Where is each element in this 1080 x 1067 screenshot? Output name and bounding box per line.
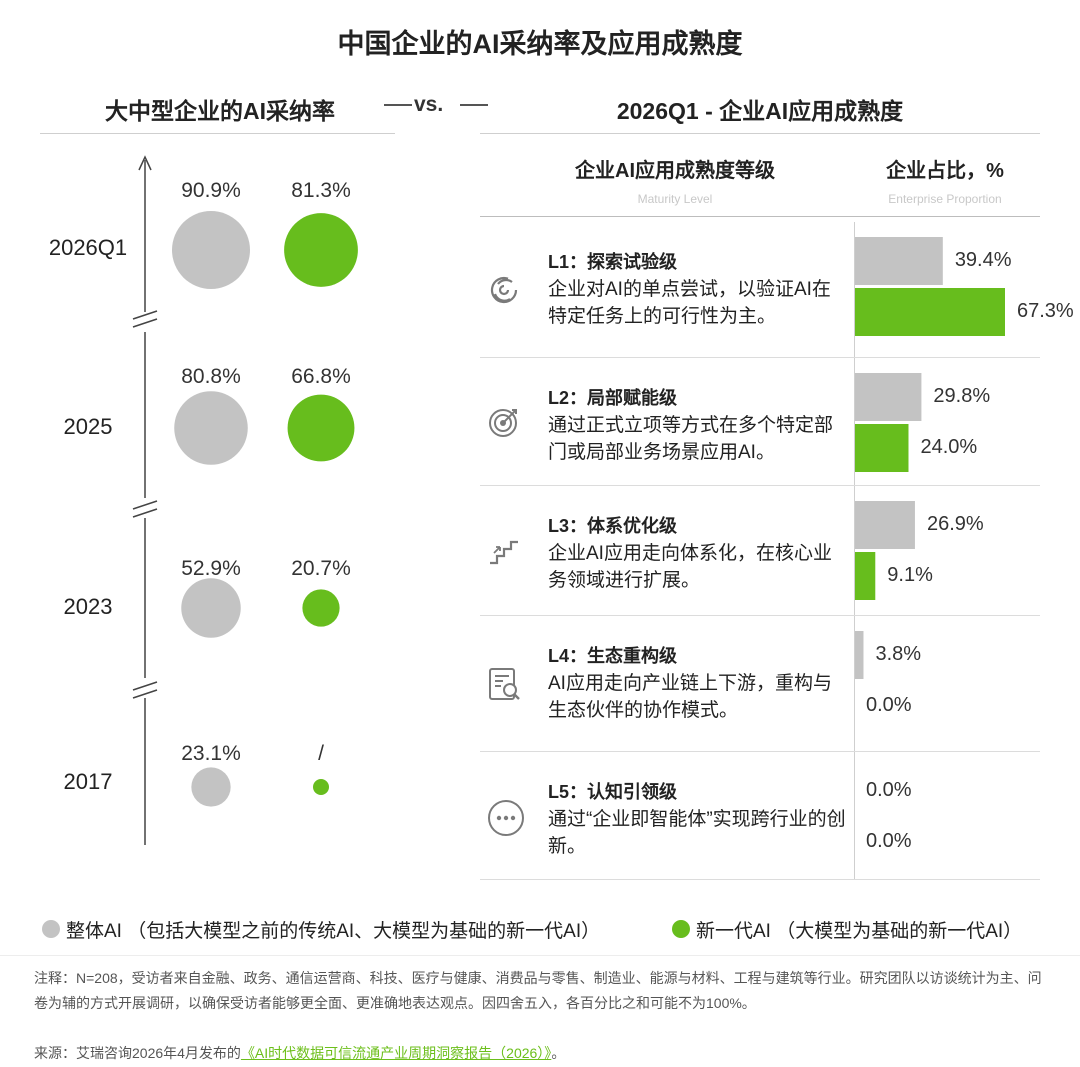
- bar-overall: [855, 631, 864, 679]
- col-header-level-en: Maturity Level: [637, 192, 713, 206]
- maturity-level-desc: 企业AI应用走向体系化，在核心业务领域进行扩展。: [548, 543, 832, 591]
- col-header-level: 企业AI应用成熟度等级: [575, 160, 775, 182]
- note-text: 注释：N=208，受访者来自金融、政务、通信运营商、科技、医疗与健康、消费品与零…: [34, 970, 1042, 1011]
- bubble-overall: [174, 391, 248, 465]
- bar-baseline: [854, 222, 855, 880]
- bubble-overall: [181, 578, 241, 638]
- col-header-value-en: Enterprise Proportion: [888, 192, 1002, 206]
- bar-overall: [855, 373, 922, 421]
- timeline-axis: [132, 155, 158, 845]
- year-label: 2023: [63, 594, 113, 619]
- axis-break-mark: [132, 508, 158, 518]
- bar-value-label: 0.0%: [866, 694, 912, 716]
- bar-value-label: 24.0%: [920, 436, 978, 458]
- maturity-row-divider: [480, 485, 1040, 486]
- bubble-new-gen: [313, 779, 329, 795]
- vs-dash-left: [384, 104, 412, 106]
- bubble-new-gen: [287, 394, 355, 462]
- bubble-value-label: 66.8%: [291, 365, 351, 388]
- maturity-level-title: L1：探索试验级: [548, 252, 678, 272]
- chat-icon: [486, 798, 526, 843]
- bubble-value-label: 80.8%: [181, 365, 241, 388]
- bubble-value-label: 81.3%: [291, 179, 351, 202]
- year-label: 2017: [63, 769, 113, 794]
- year-label: 2025: [63, 414, 113, 439]
- year-label: 2026Q1: [48, 235, 128, 260]
- source-line: 来源：艾瑞咨询2026年4月发布的《AI时代数据可信流通产业周期洞察报告（202…: [34, 1041, 1054, 1066]
- legend-rule: [0, 955, 1080, 956]
- report-icon: [486, 666, 522, 707]
- maturity-row-divider: [480, 879, 1040, 880]
- stairs-icon: [486, 533, 522, 574]
- bubble-value-label: 52.9%: [181, 557, 241, 580]
- axis-break-mark: [132, 500, 158, 510]
- axis-break-mark: [132, 681, 158, 691]
- bubble-value-label: 23.1%: [181, 742, 241, 765]
- left-header-rule: [40, 133, 395, 134]
- vs-dash-right: [460, 104, 488, 106]
- source-prefix: 来源：艾瑞咨询2026年4月发布的: [34, 1045, 241, 1061]
- source-suffix: 。: [551, 1045, 566, 1061]
- adoption-bubbles: [172, 211, 358, 807]
- legend-new-gen: 新一代AI （大模型为基础的新一代AI）: [696, 921, 1023, 942]
- table-header-rule: [480, 216, 1040, 217]
- legend-dot-new-gen: [672, 920, 690, 938]
- legend-overall: 整体AI （包括大模型之前的传统AI、大模型为基础的新一代AI）: [66, 921, 601, 942]
- bar-value-label: 67.3%: [1017, 300, 1074, 322]
- maturity-row-divider: [480, 751, 1040, 752]
- bar-value-label: 9.1%: [887, 564, 933, 586]
- bubble-new-gen: [284, 213, 358, 287]
- col-header-value: 企业占比，%: [886, 160, 1004, 182]
- axis-break-mark: [132, 318, 158, 328]
- bubble-overall: [191, 767, 231, 807]
- maturity-level-title: L2：局部赋能级: [548, 388, 678, 408]
- maturity-level-desc: AI应用走向产业链上下游，重构与生态伙伴的协作模式。: [548, 673, 832, 721]
- bar-new-gen: [855, 424, 909, 472]
- maturity-row-divider: [480, 615, 1040, 616]
- right-header-rule: [480, 133, 1040, 134]
- swirl-icon: [486, 272, 522, 313]
- bubble-value-label: 20.7%: [291, 557, 351, 580]
- bar-overall: [855, 501, 915, 549]
- maturity-level-title: L5：认知引领级: [548, 782, 678, 802]
- maturity-level-desc: 通过“企业即智能体”实现跨行业的创新。: [548, 809, 846, 857]
- maturity-row-divider: [480, 357, 1040, 358]
- bar-value-label: 0.0%: [866, 830, 912, 852]
- bar-value-label: 3.8%: [875, 643, 922, 665]
- maturity-level-desc: 通过正式立项等方式在多个特定部门或局部业务场景应用AI。: [548, 415, 834, 463]
- adoption-chart: [132, 155, 358, 845]
- bar-new-gen: [855, 288, 1005, 336]
- bar-value-label: 26.9%: [926, 513, 984, 535]
- bar-value-label: 29.8%: [933, 385, 991, 407]
- bubble-value-label: 90.9%: [181, 179, 241, 202]
- target-icon: [486, 404, 522, 445]
- bar-overall: [855, 237, 943, 285]
- axis-break-mark: [132, 310, 158, 320]
- right-header: 2026Q1 - 企业AI应用成熟度: [616, 98, 904, 124]
- maturity-level-title: L4：生态重构级: [548, 646, 678, 666]
- source-report-link[interactable]: 《AI时代数据可信流通产业周期洞察报告（2026）》: [240, 1045, 552, 1061]
- bar-value-label: 0.0%: [866, 779, 912, 801]
- bubble-value-label: /: [318, 742, 324, 765]
- maturity-level-title: L3：体系优化级: [548, 516, 678, 536]
- bar-value-label: 39.4%: [954, 249, 1012, 271]
- left-header: 大中型企业的AI采纳率: [105, 98, 335, 124]
- legend-dot-overall: [42, 920, 60, 938]
- bubble-overall: [172, 211, 250, 289]
- page-title: 中国企业的AI采纳率及应用成熟度: [337, 29, 743, 59]
- bubble-new-gen: [302, 589, 340, 627]
- bar-new-gen: [855, 552, 876, 600]
- maturity-level-desc: 企业对AI的单点尝试，以验证AI在特定任务上的可行性为主。: [548, 279, 831, 327]
- timeline-axis-arrow: [138, 155, 152, 171]
- vs-label: vs.: [414, 93, 444, 116]
- axis-break-mark: [132, 689, 158, 699]
